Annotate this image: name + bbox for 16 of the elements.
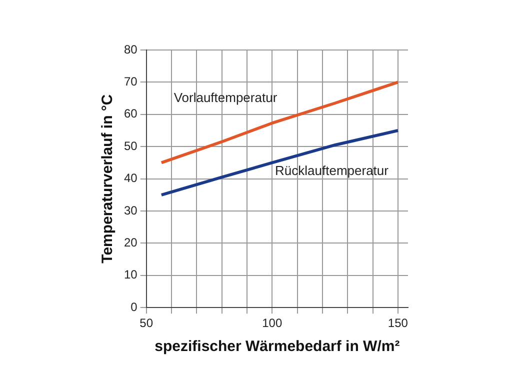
y-tick-label: 80 — [124, 42, 138, 56]
y-tick-label: 50 — [124, 138, 138, 153]
y-axis-title: Temperaturverlauf in °C — [99, 94, 116, 264]
y-tick-label: 60 — [124, 106, 138, 121]
y-tick-label: 40 — [124, 171, 138, 186]
y-tick-label: 70 — [124, 74, 138, 89]
x-tick-label: 150 — [388, 316, 408, 330]
y-tick-label: 30 — [124, 203, 138, 218]
x-tick-label: 50 — [140, 316, 154, 330]
y-tick-label: 0 — [130, 300, 138, 314]
y-tick-label: 20 — [124, 236, 138, 250]
y-tick-label: 10 — [124, 268, 138, 282]
series-label: Rücklauftemperatur — [275, 162, 388, 178]
x-tick-label: 100 — [262, 316, 282, 330]
x-axis-title: spezifischer Wärmebedarf in W/m² — [154, 338, 400, 356]
series-label: Vorlauftemperatur — [174, 90, 278, 105]
